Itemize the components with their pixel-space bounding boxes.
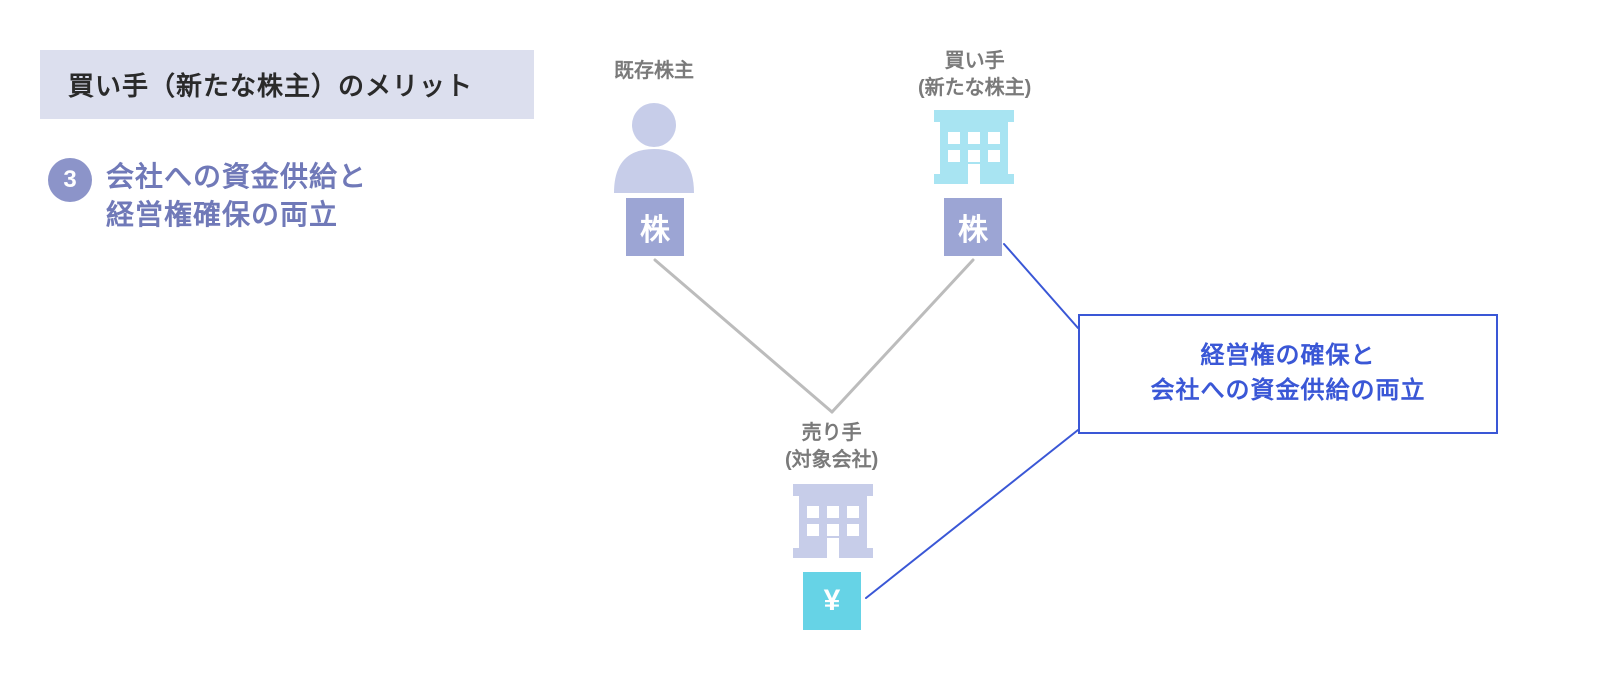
buyer-label: 買い手 (新たな株主) bbox=[918, 48, 1031, 102]
leader-to-buyer-chip bbox=[1004, 244, 1078, 328]
building-buyer-icon bbox=[934, 110, 1014, 184]
building-seller-icon bbox=[793, 484, 873, 558]
point-text: 会社への資金供給と 経営権確保の両立 bbox=[106, 158, 367, 234]
header-title: 買い手（新たな株主）のメリット bbox=[40, 50, 534, 119]
buyer-stock-chip: 株 bbox=[944, 198, 1002, 256]
existing-shareholder-label: 既存株主 bbox=[614, 58, 694, 85]
line-buyer-to-seller bbox=[832, 260, 973, 412]
person-icon bbox=[614, 103, 694, 193]
point-block: 3 会社への資金供給と 経営権確保の両立 bbox=[48, 158, 367, 234]
seller-label: 売り手 (対象会社) bbox=[785, 420, 878, 474]
line-existing-to-seller bbox=[655, 260, 832, 412]
point-number-badge: 3 bbox=[48, 158, 92, 202]
existing-stock-chip: 株 bbox=[626, 198, 684, 256]
leader-to-yen-chip bbox=[866, 430, 1078, 598]
callout-box: 経営権の確保と 会社への資金供給の両立 bbox=[1078, 314, 1498, 434]
seller-yen-chip: ¥ bbox=[803, 572, 861, 630]
